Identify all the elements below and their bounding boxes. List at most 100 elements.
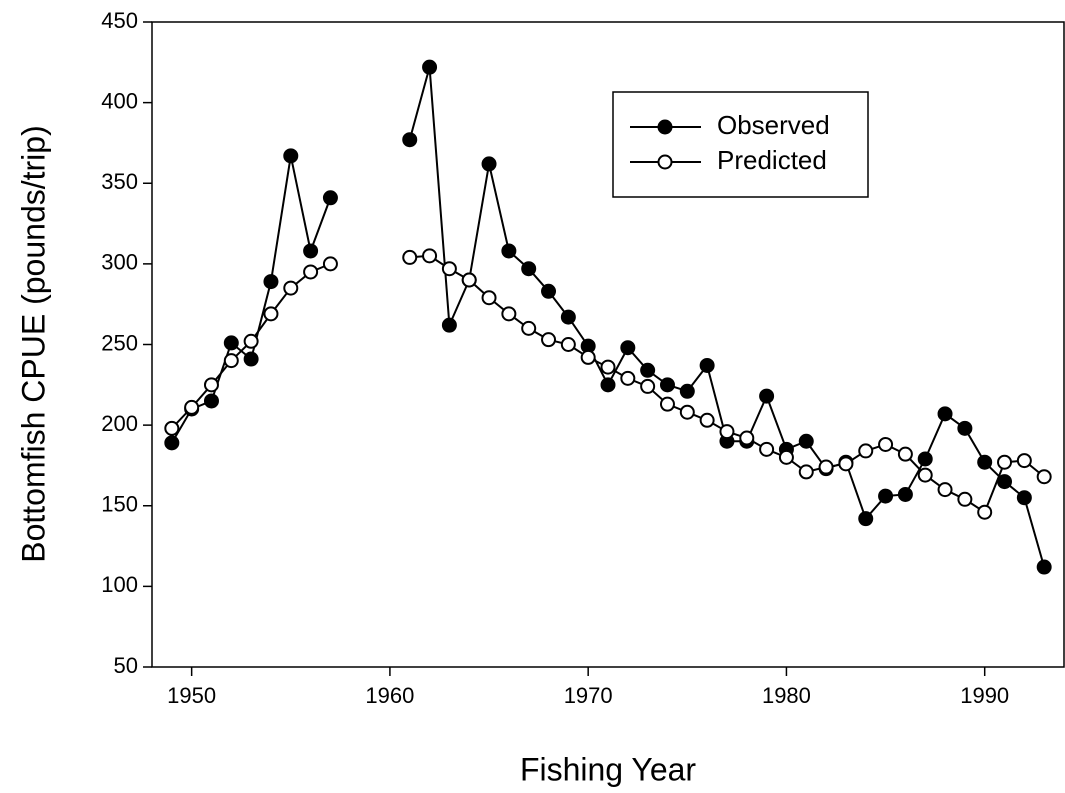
marker bbox=[1016, 453, 1032, 469]
x-tick-label: 1960 bbox=[365, 683, 414, 708]
series-line bbox=[409, 254, 1045, 514]
marker bbox=[1016, 490, 1032, 506]
marker bbox=[402, 132, 418, 148]
marker bbox=[699, 357, 715, 373]
marker bbox=[283, 148, 299, 164]
marker bbox=[541, 332, 557, 348]
marker bbox=[659, 396, 675, 412]
marker bbox=[977, 454, 993, 470]
legend-box bbox=[612, 91, 869, 198]
marker bbox=[937, 406, 953, 422]
y-axis-title: Bottomfish CPUE (pounds/trip) bbox=[15, 125, 51, 563]
marker bbox=[699, 412, 715, 428]
marker bbox=[679, 404, 695, 420]
marker bbox=[917, 451, 933, 467]
marker bbox=[640, 378, 656, 394]
y-tick-label: 100 bbox=[101, 572, 138, 597]
y-tick-label: 450 bbox=[101, 8, 138, 33]
marker bbox=[164, 420, 180, 436]
marker bbox=[422, 248, 438, 264]
marker bbox=[917, 467, 933, 483]
marker bbox=[203, 393, 219, 409]
marker bbox=[997, 474, 1013, 490]
marker bbox=[402, 249, 418, 265]
marker bbox=[977, 504, 993, 520]
marker bbox=[719, 424, 735, 440]
marker bbox=[1036, 469, 1052, 485]
marker bbox=[640, 362, 656, 378]
marker bbox=[441, 261, 457, 277]
marker bbox=[600, 359, 616, 375]
marker bbox=[501, 306, 517, 322]
marker bbox=[739, 430, 755, 446]
marker bbox=[858, 511, 874, 527]
marker bbox=[560, 309, 576, 325]
y-tick-label: 150 bbox=[101, 492, 138, 517]
marker bbox=[759, 441, 775, 457]
marker bbox=[322, 256, 338, 272]
marker bbox=[759, 388, 775, 404]
legend-marker bbox=[657, 119, 673, 135]
y-tick-label: 300 bbox=[101, 250, 138, 275]
marker bbox=[580, 349, 596, 365]
marker bbox=[283, 280, 299, 296]
marker bbox=[679, 383, 695, 399]
y-tick-label: 350 bbox=[101, 169, 138, 194]
marker bbox=[303, 243, 319, 259]
marker bbox=[997, 454, 1013, 470]
legend-label: Observed bbox=[717, 110, 830, 140]
x-tick-label: 1970 bbox=[564, 683, 613, 708]
marker bbox=[560, 337, 576, 352]
marker bbox=[521, 320, 537, 336]
marker bbox=[620, 370, 636, 386]
marker bbox=[164, 435, 180, 451]
marker bbox=[798, 433, 814, 449]
marker bbox=[858, 443, 874, 459]
y-tick-label: 50 bbox=[114, 653, 138, 678]
legend-label: Predicted bbox=[717, 145, 827, 175]
marker bbox=[838, 456, 854, 472]
marker bbox=[620, 340, 636, 356]
x-tick-label: 1980 bbox=[762, 683, 811, 708]
y-tick-label: 400 bbox=[101, 88, 138, 113]
marker bbox=[501, 243, 517, 259]
marker bbox=[541, 283, 557, 299]
marker bbox=[798, 464, 814, 480]
marker bbox=[521, 261, 537, 277]
marker bbox=[937, 482, 953, 498]
marker bbox=[203, 377, 219, 393]
marker bbox=[263, 274, 279, 290]
marker bbox=[223, 335, 239, 351]
marker bbox=[957, 420, 973, 436]
x-tick-label: 1990 bbox=[960, 683, 1009, 708]
marker bbox=[243, 351, 259, 367]
plot-frame bbox=[151, 21, 1065, 668]
legend-marker bbox=[657, 154, 673, 170]
marker bbox=[878, 436, 894, 452]
marker bbox=[481, 156, 497, 172]
series-line bbox=[170, 155, 332, 444]
x-axis-title: Fishing Year bbox=[520, 751, 696, 787]
marker bbox=[1036, 559, 1052, 575]
marker bbox=[263, 306, 279, 322]
marker bbox=[659, 377, 675, 393]
marker bbox=[243, 333, 259, 349]
y-tick-label: 200 bbox=[101, 411, 138, 436]
marker bbox=[818, 459, 834, 475]
marker bbox=[223, 353, 239, 369]
y-tick-label: 250 bbox=[101, 330, 138, 355]
marker bbox=[897, 446, 913, 462]
marker bbox=[600, 377, 616, 393]
marker bbox=[897, 486, 913, 502]
marker bbox=[481, 290, 497, 306]
marker bbox=[184, 399, 200, 415]
marker bbox=[322, 190, 338, 206]
x-tick-label: 1950 bbox=[167, 683, 216, 708]
marker bbox=[778, 449, 794, 465]
marker bbox=[441, 317, 457, 333]
marker bbox=[422, 59, 438, 75]
marker bbox=[957, 491, 973, 507]
marker bbox=[303, 264, 319, 280]
